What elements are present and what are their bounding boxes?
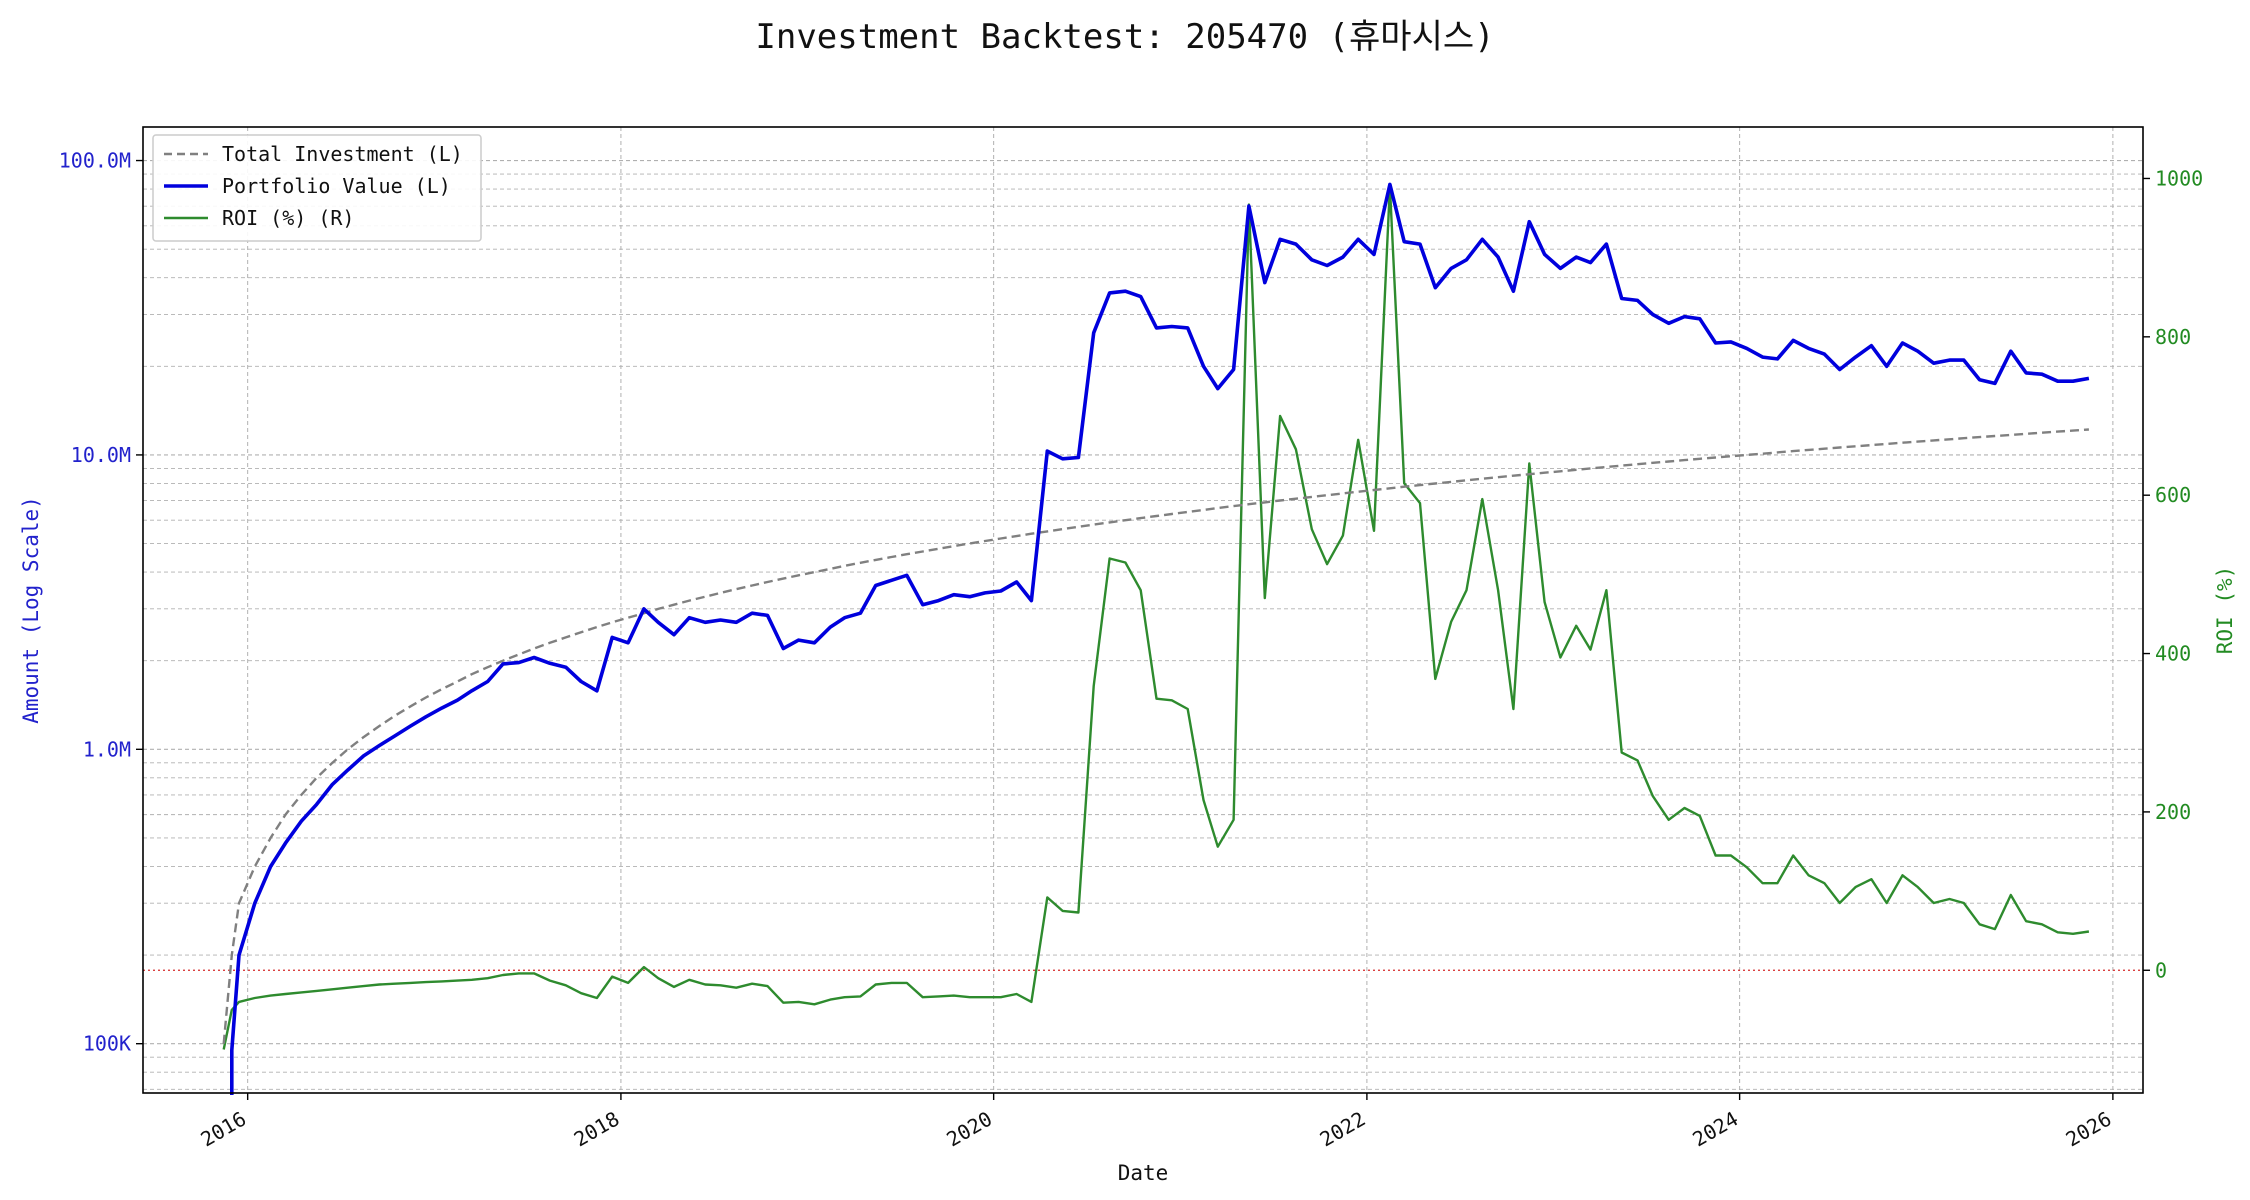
right-axis-label: ROI (%) [2213,566,2237,655]
x-tick-label: 2026 [2062,1107,2116,1152]
x-tick-label: 2016 [196,1107,250,1152]
series-roi [222,185,2090,1050]
right-tick-label: 0 [2155,958,2167,982]
right-tick-label: 800 [2155,325,2191,349]
x-tick-label: 2018 [570,1107,624,1152]
legend-label-roi: ROI (%) (R) [222,206,354,230]
legend-label-investment: Total Investment (L) [222,142,463,166]
legend-label-portfolio: Portfolio Value (L) [222,174,451,198]
x-axis-label: Date [1118,1161,1169,1185]
right-tick-label: 600 [2155,483,2191,507]
left-axis-label: Amount (Log Scale) [19,496,43,724]
series-layer [222,182,2090,1095]
right-tick-label: 400 [2155,642,2191,666]
right-tick-label: 200 [2155,800,2191,824]
legend-box [152,134,482,242]
series-total-investment [222,428,2089,1044]
right-axis-ticks: 0 200 400 600 800 1000 [2143,166,2203,982]
left-tick-label: 1.0M [83,737,131,761]
x-tick-label: 2020 [942,1107,996,1152]
left-tick-label: 100K [83,1032,131,1056]
left-tick-label: 10.0M [71,443,131,467]
right-tick-label: 1000 [2155,166,2203,190]
x-axis-ticks: 2016 2018 2020 2022 2024 2026 [196,1093,2115,1151]
chart-title: Investment Backtest: 205470 (휴마시스) [755,17,1494,57]
x-tick-label: 2022 [1316,1107,1370,1152]
left-axis-ticks: 100K 1.0M 10.0M 100.0M [59,149,143,1056]
x-tick-label: 2024 [1688,1107,1742,1152]
left-tick-label: 100.0M [59,149,131,173]
series-portfolio-value [230,182,2090,1095]
legend: Total Investment (L) Portfolio Value (L)… [152,134,482,242]
plot-frame [142,126,2144,1094]
